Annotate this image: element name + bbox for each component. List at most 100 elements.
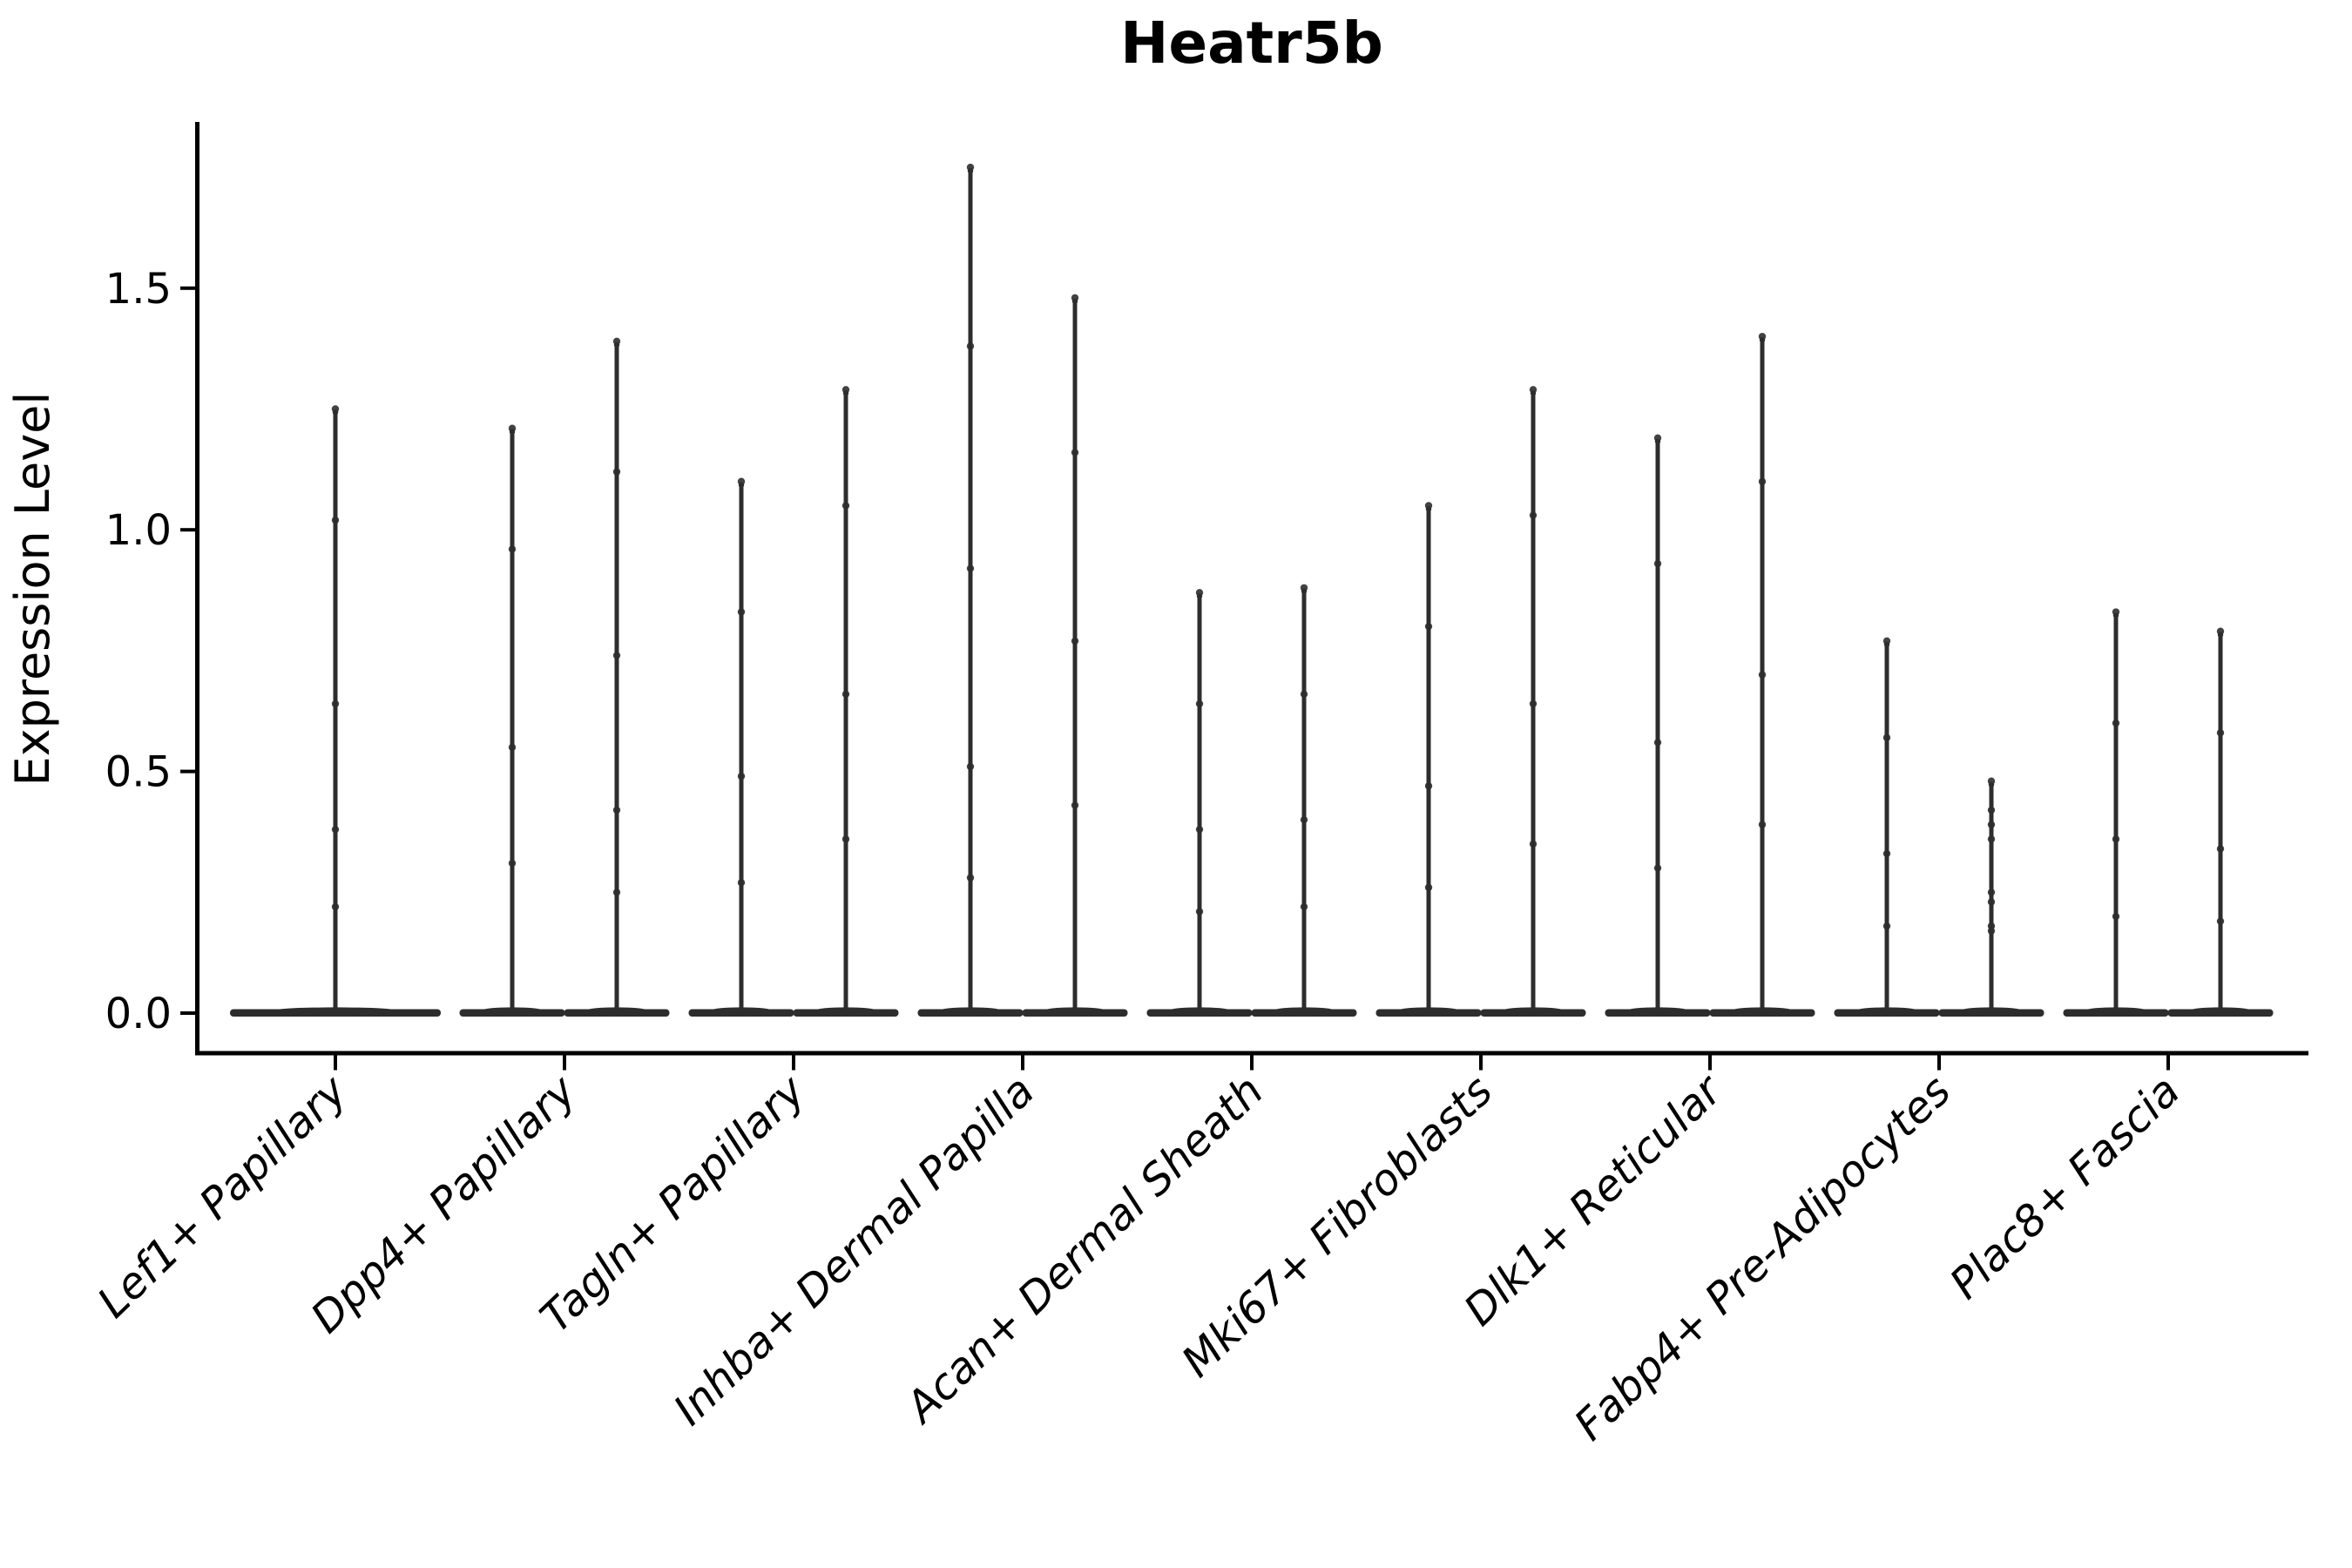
expression-point xyxy=(1987,806,1996,814)
x-tick-mark xyxy=(1479,1055,1483,1071)
expression-point xyxy=(1300,902,1308,911)
expression-point xyxy=(1424,782,1433,790)
expression-point xyxy=(966,163,975,172)
y-tick-mark xyxy=(180,286,195,290)
expression-point xyxy=(1195,589,1204,597)
expression-point xyxy=(2112,912,2120,921)
expression-point xyxy=(331,700,340,708)
expression-point xyxy=(2112,608,2120,616)
expression-point xyxy=(737,879,746,887)
x-tick-mark xyxy=(1250,1055,1254,1071)
expression-point xyxy=(1882,849,1891,858)
y-axis-label: Expression Level xyxy=(5,392,60,787)
expression-point xyxy=(1987,835,1996,843)
expression-point xyxy=(1758,477,1767,485)
expression-point xyxy=(1987,898,1996,906)
expression-point xyxy=(1882,922,1891,930)
y-tick-label: 0.5 xyxy=(105,748,172,797)
expression-point xyxy=(331,516,340,524)
axes-layer xyxy=(195,122,2308,1056)
expression-point xyxy=(737,477,746,485)
violin-category xyxy=(688,386,899,1017)
expression-point xyxy=(1987,777,1996,785)
expression-point xyxy=(1758,333,1767,341)
expression-point xyxy=(966,874,975,882)
expression-point xyxy=(1424,622,1433,631)
expression-point xyxy=(1529,840,1538,848)
violin-category xyxy=(1146,584,1357,1017)
expression-point xyxy=(1195,825,1204,834)
expression-point xyxy=(1758,821,1767,828)
violins-layer xyxy=(230,163,2274,1017)
x-tick-mark xyxy=(1937,1055,1941,1071)
expression-point xyxy=(1987,821,1996,828)
expression-point xyxy=(612,468,621,476)
expression-point xyxy=(1300,815,1308,824)
x-tick-label: Plac8+ Fascia xyxy=(1941,1066,2190,1309)
expression-point xyxy=(1653,739,1662,747)
expression-point xyxy=(2216,729,2225,737)
expression-point xyxy=(1987,927,1996,935)
violin-category xyxy=(1834,637,2044,1017)
expression-point xyxy=(1071,449,1079,456)
y-tick-mark xyxy=(180,769,195,774)
x-tick-label: Inhba+ Dermal Papilla xyxy=(664,1066,1044,1436)
expression-point xyxy=(2216,845,2225,853)
expression-point xyxy=(1882,637,1891,645)
x-tick-mark xyxy=(334,1055,337,1071)
y-tick-mark xyxy=(180,528,195,532)
y-tick-label: 1.5 xyxy=(105,265,172,314)
x-tick-mark xyxy=(563,1055,566,1071)
expression-point xyxy=(612,337,621,346)
y-axis-spine xyxy=(195,122,199,1056)
expression-point xyxy=(1529,386,1538,394)
violin-category xyxy=(1605,333,1815,1017)
expression-point xyxy=(1987,889,1996,896)
expression-point xyxy=(612,652,621,659)
expression-point xyxy=(841,502,850,510)
expression-point xyxy=(966,342,975,350)
expression-point xyxy=(1653,864,1662,872)
expression-point xyxy=(1071,294,1079,302)
expression-point xyxy=(508,545,517,553)
expression-point xyxy=(1529,511,1538,519)
x-tick-mark xyxy=(1021,1055,1024,1071)
expression-point xyxy=(612,806,621,814)
expression-point xyxy=(841,386,850,394)
expression-point xyxy=(508,424,517,432)
violin-category xyxy=(459,337,670,1017)
violin-category xyxy=(917,163,1128,1017)
expression-point xyxy=(1195,700,1204,708)
x-tick-mark xyxy=(1708,1055,1712,1071)
expression-point xyxy=(1529,700,1538,708)
expression-point xyxy=(2112,835,2120,843)
y-tick-label: 1.0 xyxy=(105,506,172,555)
expression-point xyxy=(966,762,975,771)
expression-point xyxy=(1653,559,1662,568)
y-tick-label: 0.0 xyxy=(105,990,172,1038)
expression-point xyxy=(1300,690,1308,699)
x-tick-mark xyxy=(792,1055,795,1071)
expression-point xyxy=(331,825,340,834)
x-tick-mark xyxy=(2166,1055,2170,1071)
x-tick-label: Lef1+ Papillary xyxy=(88,1065,357,1328)
expression-point xyxy=(612,889,621,896)
expression-point xyxy=(331,902,340,911)
x-tick-label: Fabp4+ Pre-Adipocytes xyxy=(1565,1066,1960,1450)
expression-point xyxy=(1071,637,1079,645)
expression-point xyxy=(1424,883,1433,891)
plot-title: Heatr5b xyxy=(1120,10,1383,77)
expression-point xyxy=(2216,627,2225,635)
expression-point xyxy=(331,405,340,413)
expression-point xyxy=(1653,434,1662,442)
expression-point xyxy=(1071,801,1079,809)
expression-point xyxy=(2112,719,2120,727)
expression-point xyxy=(1882,733,1891,741)
violin-category xyxy=(230,405,441,1017)
expression-point xyxy=(1758,671,1767,679)
expression-point xyxy=(1195,908,1204,916)
expression-point xyxy=(508,743,517,752)
x-axis-spine xyxy=(195,1051,2308,1056)
